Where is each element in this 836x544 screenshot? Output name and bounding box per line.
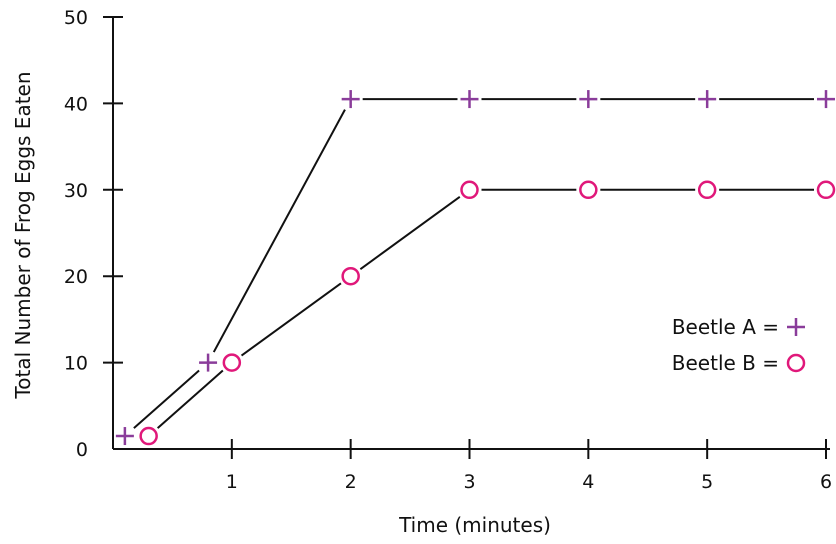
x-tick-label: 4 <box>582 471 594 493</box>
beetle-a-point <box>460 90 479 109</box>
y-tick-label: 40 <box>64 93 88 115</box>
beetle-b-line-segment <box>156 369 224 429</box>
axes <box>103 16 830 459</box>
x-tick-label: 5 <box>701 471 713 493</box>
beetle-b-line-segment <box>240 282 342 357</box>
legend-label: Beetle B = <box>672 351 779 375</box>
beetle-a-point <box>579 90 598 109</box>
beetle-a-point <box>115 427 134 446</box>
x-tick-label: 3 <box>463 471 475 493</box>
x-tick-label: 1 <box>226 471 238 493</box>
beetle-a-line-segment <box>133 369 200 429</box>
y-tick-label: 10 <box>64 353 88 375</box>
legend: Beetle A = Beetle B = <box>672 315 806 375</box>
beetle-b-line-segment <box>359 196 461 270</box>
y-tick-label: 50 <box>64 7 88 29</box>
beetle-a-point <box>341 90 360 109</box>
beetle-b-point <box>460 180 479 200</box>
legend-circle-icon <box>786 353 806 373</box>
tick-labels: 0 10 20 30 40 50 1 2 3 4 5 6 <box>64 7 832 493</box>
legend-label: Beetle A = <box>672 315 779 339</box>
beetle-b-point <box>816 180 836 200</box>
y-tick-label: 30 <box>64 180 88 202</box>
beetle-a-line-segment <box>212 109 346 353</box>
beetle-b-point <box>579 180 598 200</box>
beetle-a-point <box>199 353 218 372</box>
beetle-b-point <box>341 266 360 286</box>
series-markers <box>115 90 836 446</box>
legend-plus-icon <box>787 318 805 336</box>
y-tick-label: 0 <box>76 439 88 461</box>
x-tick-label: 2 <box>345 471 357 493</box>
beetle-a-point <box>698 90 717 109</box>
x-tick-label: 6 <box>820 471 832 493</box>
beetle-a-point <box>817 90 835 109</box>
series-lines <box>133 98 814 429</box>
beetle-b-point <box>139 426 158 446</box>
x-axis-title: Time (minutes) <box>398 513 551 537</box>
y-tick-label: 20 <box>64 266 88 288</box>
beetle-b-point <box>222 353 242 372</box>
y-axis-title: Total Number of Frog Eggs Eaten <box>11 71 35 399</box>
beetle-b-point <box>697 180 717 200</box>
